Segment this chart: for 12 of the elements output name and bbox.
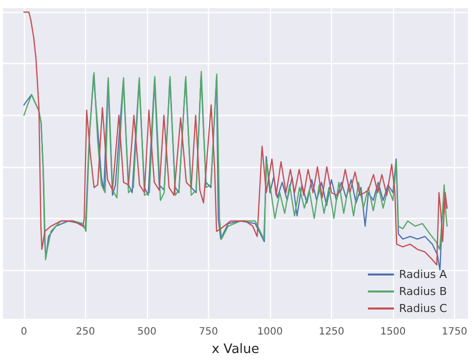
x-axis-title: x Value [212, 342, 260, 357]
x-tick-label: 500 [137, 326, 156, 338]
x-tick-label: 1500 [380, 326, 406, 338]
legend-label: Radius C [398, 302, 448, 315]
x-tick-label: 250 [76, 326, 95, 338]
x-tick-label: 1000 [257, 326, 283, 338]
x-tick-label: 750 [198, 326, 218, 338]
x-tick-label: 0 [20, 326, 28, 338]
legend-label: Radius A [398, 268, 448, 281]
x-tick-label: 1750 [442, 326, 468, 338]
legend-label: Radius B [398, 285, 447, 298]
x-tick-label: 1250 [318, 326, 344, 338]
